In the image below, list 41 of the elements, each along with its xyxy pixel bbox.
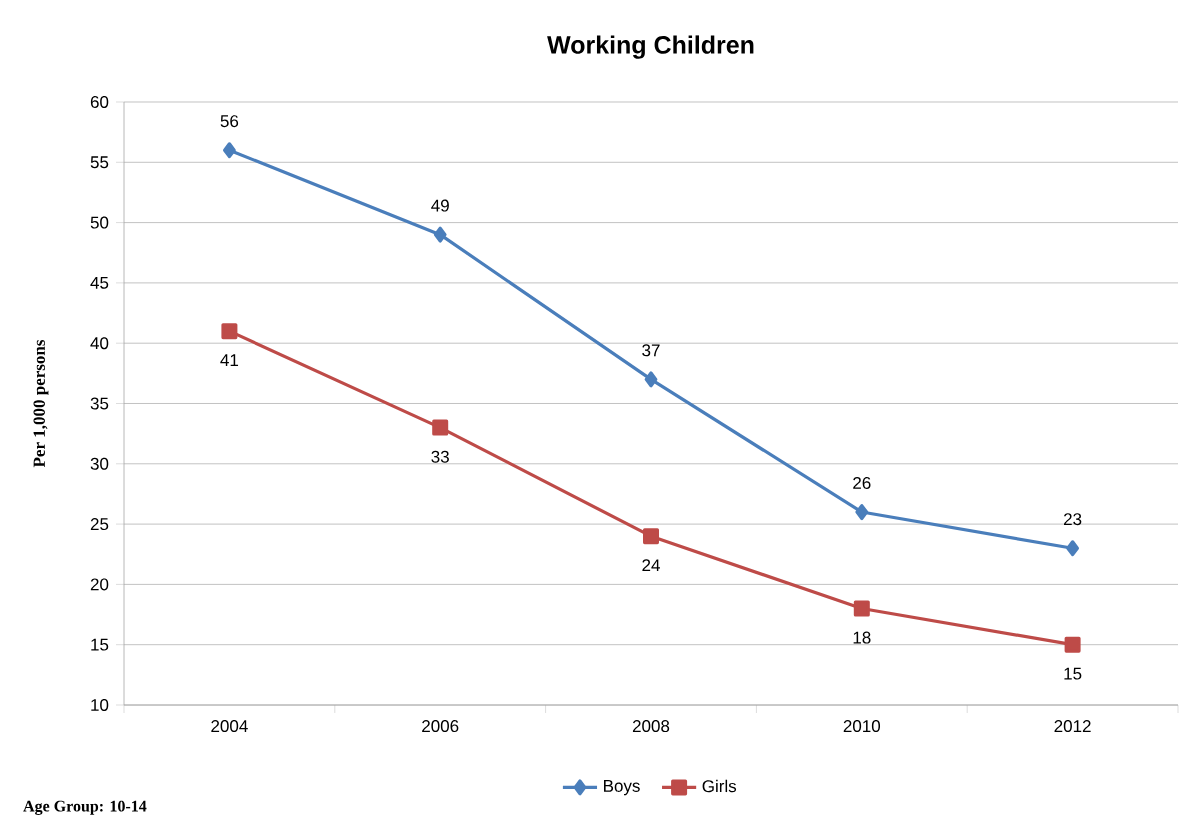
data-label: 24 (642, 559, 660, 572)
y-tick-label: 45 (90, 276, 109, 289)
y-tick-label: 55 (90, 156, 109, 169)
point (223, 142, 236, 159)
x-tick-label: 2006 (422, 720, 459, 733)
y-tick-label: 50 (90, 216, 109, 229)
data-label: 23 (1064, 513, 1082, 526)
y-tick-label: 25 (90, 518, 109, 531)
data-label: 37 (642, 344, 660, 357)
data-label: 56 (220, 115, 239, 128)
text: Age Group: 10-14 (23, 800, 147, 815)
legend-label: Girls (702, 779, 737, 793)
y-tick-label: 40 (90, 337, 109, 350)
y-tick-label: 35 (90, 397, 109, 410)
y-tick-label: 15 (91, 638, 109, 651)
point (432, 419, 449, 436)
x-tick-label: 2012 (1054, 720, 1091, 733)
point (1066, 540, 1079, 557)
x-tick-label: 2010 (843, 720, 881, 733)
point (1064, 636, 1081, 653)
y-tick-label: 10 (91, 698, 109, 712)
x-tick-label: 2004 (211, 720, 248, 733)
data-label: 33 (431, 450, 449, 463)
y-tick-label: 30 (90, 457, 109, 470)
data-label: 41 (220, 354, 239, 366)
point (853, 600, 870, 617)
y-tick-label: 20 (90, 578, 109, 591)
point (644, 371, 658, 388)
data-label: 18 (853, 631, 871, 644)
legend-label: Boys (604, 780, 640, 796)
data-label: 15 (1064, 667, 1082, 680)
data-label: 49 (431, 199, 449, 212)
x-tick-label: 2008 (632, 720, 670, 733)
y-tick-label: 60 (90, 95, 109, 108)
point (433, 226, 447, 243)
chart-title: Working Children (547, 35, 754, 59)
data-label: 26 (853, 476, 871, 489)
y-axis-title: Per 1,000 persons (33, 339, 49, 468)
point (221, 323, 238, 340)
point (643, 528, 659, 545)
point (855, 504, 869, 521)
